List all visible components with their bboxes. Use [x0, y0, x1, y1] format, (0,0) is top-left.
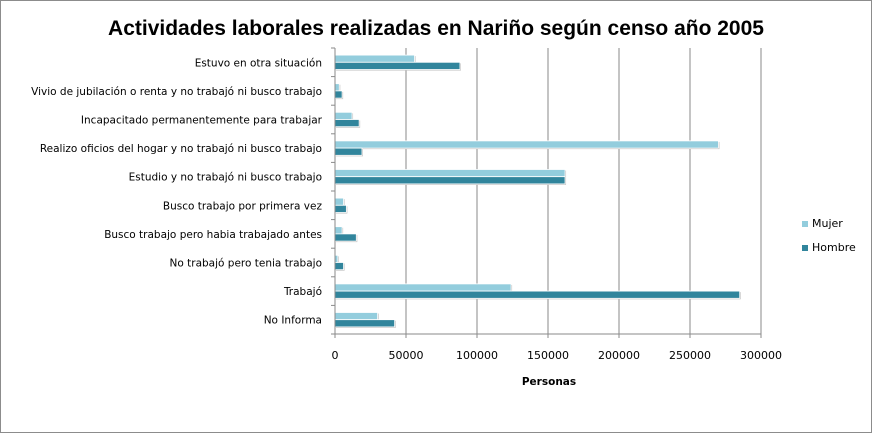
bar-hombre: [334, 90, 343, 99]
category-label: Busco trabajo pero habia trabajado antes: [104, 229, 322, 241]
category-label: Trabajó: [283, 286, 322, 298]
bar-hombre: [334, 176, 566, 185]
bar-hombre: [334, 290, 741, 299]
legend-swatch-hombre: [802, 245, 808, 251]
x-tick-labels: 0 50000 100000 150000 200000 250000 300000: [332, 349, 783, 362]
x-tick-label: 50000: [389, 349, 424, 362]
legend-label-mujer: Mujer: [812, 217, 843, 230]
category-label: Estudio y no trabajó ni busco trabajo: [129, 172, 322, 184]
bar-hombre: [334, 319, 396, 328]
x-tick-label: 100000: [456, 349, 498, 362]
x-axis-title: Personas: [522, 376, 576, 388]
bar-mujer: [334, 312, 378, 321]
category-label: Realizo oficios del hogar y no trabajó n…: [40, 143, 322, 155]
axes: [331, 47, 762, 338]
category-label: Busco trabajo por primera vez: [163, 200, 323, 212]
chart-title: Actividades laborales realizadas en Nari…: [108, 17, 764, 40]
category-label: Vivio de jubilación o renta y no trabajó…: [31, 86, 322, 98]
x-tick-label: 150000: [527, 349, 569, 362]
x-tick-label: 0: [332, 349, 339, 362]
category-label: No Informa: [264, 315, 322, 327]
bar-mujer: [334, 140, 719, 149]
bar-mujer: [334, 197, 344, 206]
bar-mujer: [334, 111, 353, 120]
category-labels: Estuvo en otra situación Vivio de jubilac…: [31, 57, 323, 326]
bar-hombre: [334, 233, 357, 242]
x-tick-label: 250000: [669, 349, 711, 362]
bar-mujer: [334, 54, 415, 63]
bar-mujer: [334, 169, 566, 178]
bars: [334, 54, 741, 328]
bar-hombre: [334, 119, 360, 128]
bar-hombre: [334, 204, 347, 213]
bar-mujer: [334, 83, 340, 92]
legend: Mujer Hombre: [802, 217, 856, 254]
bar-hombre: [334, 262, 344, 271]
category-label: Incapacitado permanentemente para trabaj…: [81, 115, 323, 127]
bar-hombre: [334, 61, 461, 70]
category-label: Estuvo en otra situación: [195, 57, 322, 69]
category-label: No trabajó pero tenia trabajo: [170, 258, 322, 270]
legend-swatch-mujer: [802, 221, 808, 227]
bar-mujer: [334, 283, 512, 292]
x-tick-label: 300000: [740, 349, 782, 362]
bar-mujer: [334, 226, 343, 235]
legend-label-hombre: Hombre: [812, 241, 856, 254]
x-tick-label: 200000: [598, 349, 640, 362]
bar-hombre: [334, 147, 363, 156]
